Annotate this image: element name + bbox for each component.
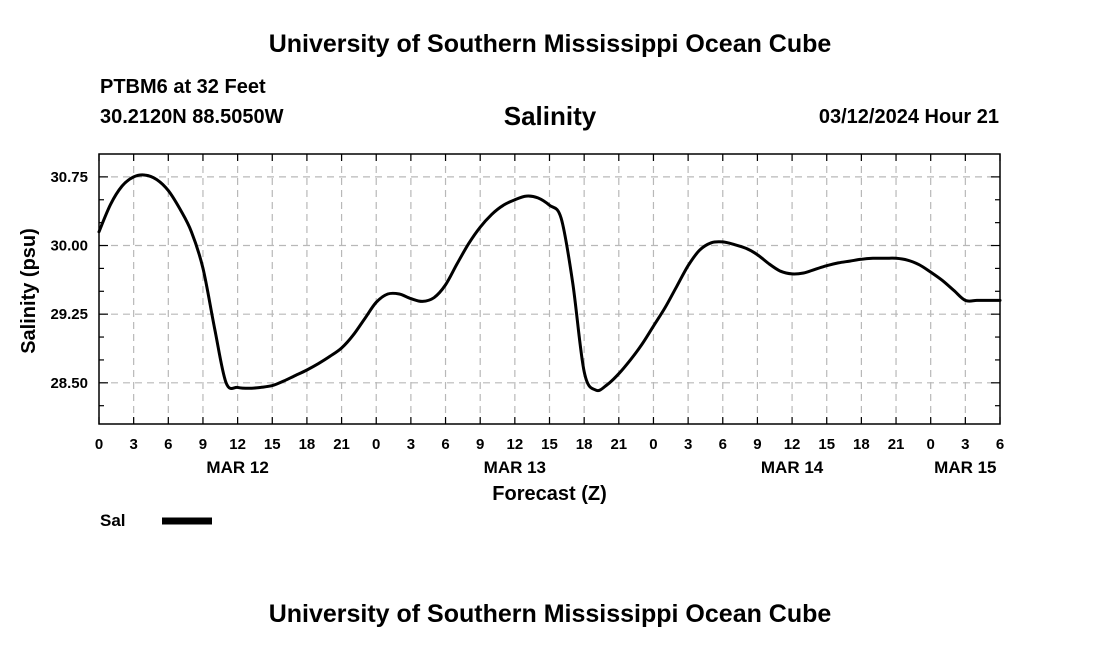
x-tick-label: 0 [372,436,380,453]
x-tick-label: 3 [407,436,415,453]
station-name: PTBM6 at 32 Feet [100,76,266,98]
x-tick-label: 0 [95,436,103,453]
x-tick-label: 6 [996,436,1004,453]
x-tick-label: 12 [507,436,524,453]
y-tick-label: 30.00 [50,238,88,255]
station-coordinates: 30.2120N 88.5050W [100,106,284,128]
plot-frame [98,153,1001,425]
parameter-title: Salinity [503,101,597,131]
x-tick-label: 6 [164,436,172,453]
x-tick-label: 9 [199,436,207,453]
footer-title: University of Southern Mississippi Ocean… [268,600,832,628]
x-tick-label: 0 [649,436,657,453]
x-tick-label: 15 [818,436,835,453]
x-day-label: MAR 15 [934,458,996,477]
x-tick-label: 3 [129,436,137,453]
x-tick-label: 3 [684,436,692,453]
legend: Sal [100,511,212,530]
x-tick-label: 9 [753,436,761,453]
x-tick-label: 6 [719,436,727,453]
forecast-datetime: 03/12/2024 Hour 21 [818,106,999,128]
x-tick-label: 18 [299,436,316,453]
x-tick-label: 15 [264,436,281,453]
series-line-sal [97,173,1002,393]
x-day-label: MAR 13 [484,458,546,477]
x-day-label: MAR 14 [761,458,824,477]
x-tick-label: 12 [229,436,246,453]
y-tick-label: 29.25 [50,306,88,323]
x-tick-label: 21 [610,436,627,453]
x-axis-label: Forecast (Z) [492,483,606,505]
x-tick-label: 6 [441,436,449,453]
y-axis-label: Salinity (psu) [18,228,40,354]
x-tick-label: 3 [961,436,969,453]
y-tick-label: 28.50 [50,375,88,392]
x-tick-label: 9 [476,436,484,453]
x-tick-label: 15 [541,436,558,453]
legend-label-sal: Sal [100,511,126,530]
x-day-label: MAR 12 [206,458,268,477]
x-tick-label: 21 [333,436,350,453]
x-tick-label: 12 [784,436,801,453]
axes: 0 3 6 9 12 15 18 21 0 3 6 9 12 15 18 21 0 3 6 9 12 15 18 21 0 3 6M… [50,154,1004,477]
x-tick-label: 18 [853,436,870,453]
x-tick-label: 0 [927,436,935,453]
y-tick-label: 30.75 [50,169,88,186]
grid [99,154,1000,424]
chart-title: University of Southern Mississippi Ocean… [268,30,832,58]
x-tick-label: 18 [576,436,593,453]
x-tick-label: 21 [888,436,905,453]
